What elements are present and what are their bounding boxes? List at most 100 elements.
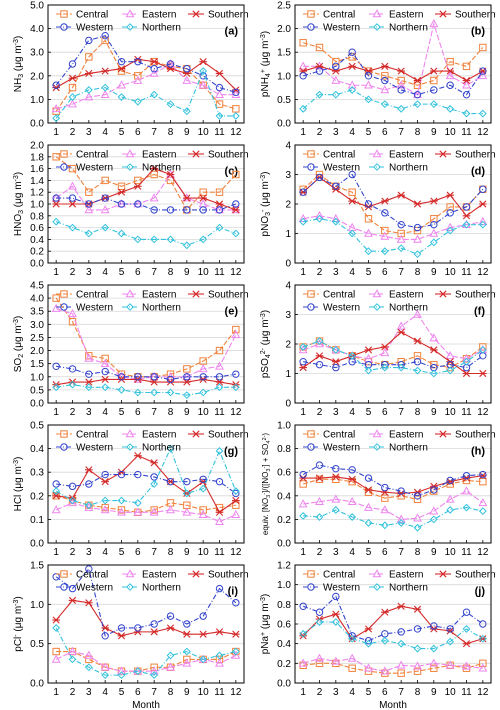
data-point [479,477,487,486]
data-point [462,353,471,363]
series-central [299,659,487,677]
series-eastern [51,646,241,675]
data-point [182,241,191,250]
data-point [446,67,454,75]
legend-item-central: Central [303,290,355,301]
data-point [429,19,439,28]
y-tick-label: 4.0 [30,294,44,305]
series-line [303,215,483,240]
legend-marker [60,23,68,31]
legend-item-western: Western [56,163,113,174]
data-point [446,226,455,235]
data-point [85,466,93,474]
x-tick-label: 6 [382,267,388,278]
data-point [364,228,373,237]
y-tick-label: 0.8 [30,211,44,222]
data-point [397,639,406,648]
data-point [166,370,175,378]
data-point [68,74,77,82]
data-point [134,57,142,66]
data-point [315,659,324,668]
series-southern [52,55,240,94]
data-point [380,363,389,372]
data-point [478,345,487,354]
data-point [101,671,110,680]
legend-marker [126,303,134,311]
data-point [364,519,373,527]
x-tick-label: 7 [398,687,404,698]
data-point [331,494,341,503]
y-axis-label: pCl- (μg m-3) [13,596,24,651]
data-point [182,107,191,116]
data-point [182,391,191,400]
x-tick-label: 8 [168,547,174,558]
data-point [150,620,158,628]
x-tick-label: 6 [135,687,141,698]
series-western [52,31,240,97]
data-point [215,361,224,370]
data-point [397,244,406,253]
data-point [413,661,422,670]
x-tick-label: 4 [102,547,108,558]
legend-marker [60,583,68,591]
data-point [182,507,192,516]
data-point [183,620,191,628]
data-point [299,480,307,488]
legend-label: Southern [208,290,249,301]
series-line [55,69,236,119]
data-point [315,43,324,52]
series-western [299,461,487,500]
data-point [446,191,454,199]
data-point [478,70,488,80]
legend-item-northern: Northern [122,303,181,314]
legend-item-western: Western [56,303,113,314]
y-tick-label: 1.6 [30,164,44,175]
data-point [462,369,471,378]
x-tick-label: 2 [70,267,76,278]
legend-label: Eastern [389,10,423,21]
legend-marker [307,443,315,451]
data-point [68,380,77,389]
data-point [315,337,324,345]
data-point [134,200,142,208]
series-western [299,592,487,645]
data-point [348,513,357,521]
legend-label: Western [323,23,360,34]
legend-item-western: Western [56,583,113,594]
data-point [446,366,455,375]
legend-label: Western [76,443,113,454]
legend-label: Southern [455,570,496,581]
legend-item-central: Central [56,290,108,301]
series-western [52,470,240,498]
x-tick-label: 2 [70,547,76,558]
data-point [68,200,77,208]
data-point [199,194,207,202]
data-point [380,505,390,514]
data-point [199,235,208,244]
data-point [397,492,405,500]
data-point [413,200,422,208]
y-tick-label: 0.5 [30,385,44,396]
legend-label: Eastern [389,430,423,441]
data-point [117,182,126,191]
panel-label: (d) [471,166,485,178]
data-point [117,229,126,238]
data-point [331,656,341,665]
data-point [381,62,389,70]
y-axis-label: pNa+ (μg m-3) [260,594,271,655]
series-line [56,63,236,110]
legend-item-southern: Southern [435,150,496,161]
legend: Central Eastern Southern Western Northern [56,289,249,314]
legend-item-southern: Southern [188,290,249,301]
legend-item-southern: Southern [188,570,249,581]
data-point [215,188,224,196]
y-axis-label: equiv. [NO3-]/([NO3-] + SO42-) [261,433,272,536]
data-point [397,86,405,94]
legend-marker [307,570,315,578]
data-point [348,170,356,179]
data-point [199,475,207,483]
legend-label: Northern [142,583,181,594]
y-tick-label: 0.5 [30,421,44,432]
y-tick-label: 2 [285,200,291,211]
panel-h: 0.00.20.40.60.81.01 2 3 4 5 6 7 8 9 10 11 12equiv. … [261,421,496,559]
